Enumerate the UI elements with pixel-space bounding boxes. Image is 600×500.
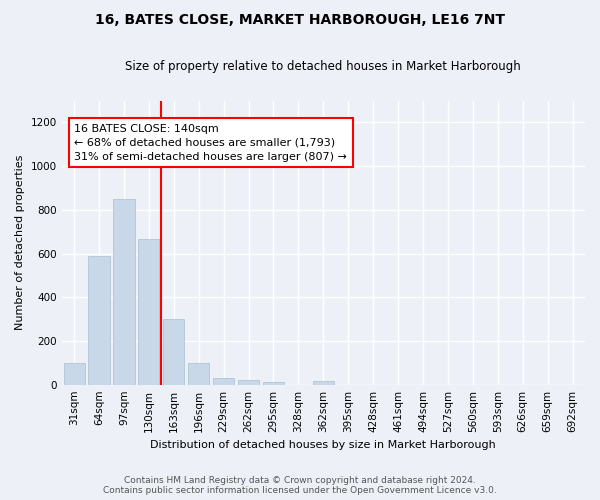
Bar <box>113 200 134 384</box>
Y-axis label: Number of detached properties: Number of detached properties <box>15 155 25 330</box>
Bar <box>138 240 160 384</box>
Bar <box>238 380 259 384</box>
X-axis label: Distribution of detached houses by size in Market Harborough: Distribution of detached houses by size … <box>151 440 496 450</box>
Bar <box>163 318 184 384</box>
Text: 16 BATES CLOSE: 140sqm
← 68% of detached houses are smaller (1,793)
31% of semi-: 16 BATES CLOSE: 140sqm ← 68% of detached… <box>74 124 347 162</box>
Bar <box>64 364 85 384</box>
Title: Size of property relative to detached houses in Market Harborough: Size of property relative to detached ho… <box>125 60 521 73</box>
Text: 16, BATES CLOSE, MARKET HARBOROUGH, LE16 7NT: 16, BATES CLOSE, MARKET HARBOROUGH, LE16… <box>95 12 505 26</box>
Bar <box>263 382 284 384</box>
Bar <box>313 382 334 384</box>
Bar <box>188 363 209 384</box>
Bar <box>213 378 234 384</box>
Text: Contains HM Land Registry data © Crown copyright and database right 2024.
Contai: Contains HM Land Registry data © Crown c… <box>103 476 497 495</box>
Bar <box>88 256 110 384</box>
